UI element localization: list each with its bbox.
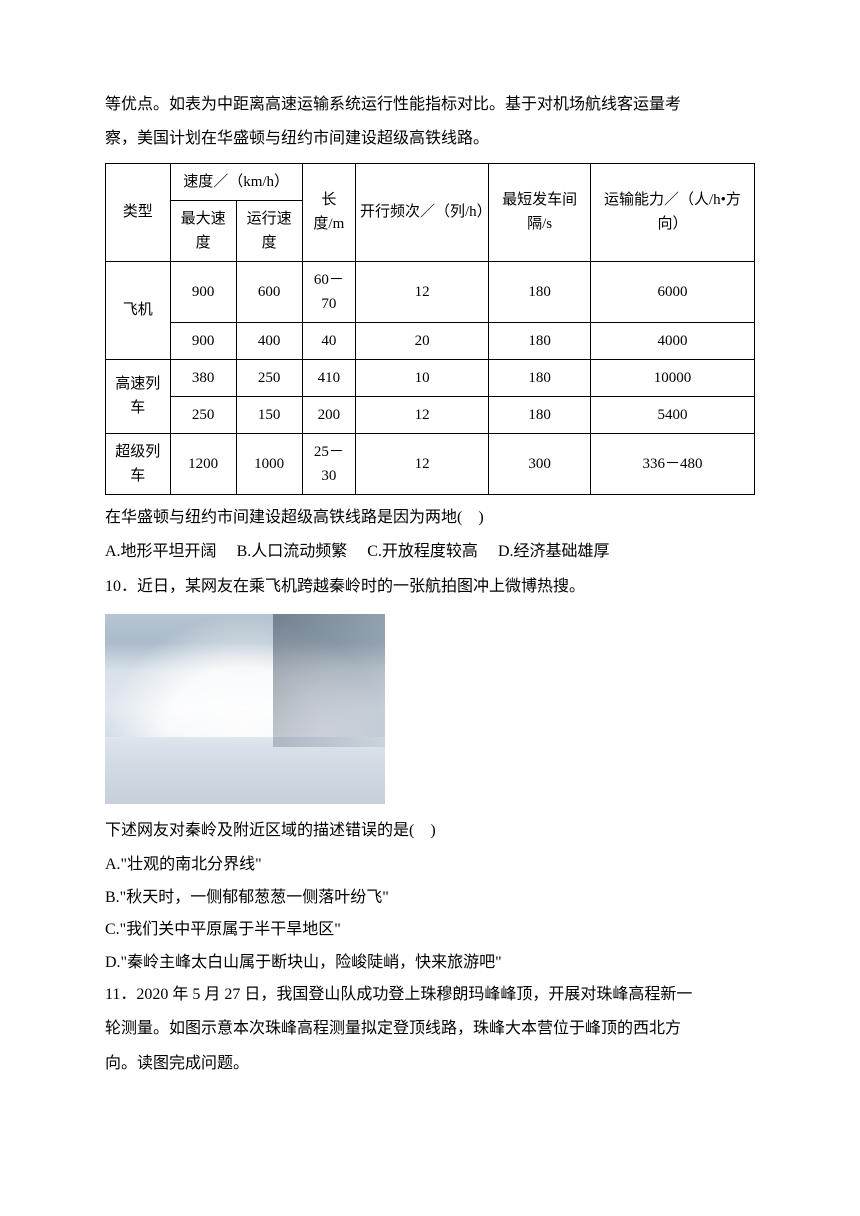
q10-opt-d: D."秦岭主峰太白山属于断块山，险峻陡峭，快来旅游吧" — [105, 948, 755, 978]
th-capacity: 运输能力／（人/h•方向） — [590, 163, 754, 261]
cell: 12 — [356, 433, 489, 494]
cell: 40 — [302, 322, 355, 359]
q11-line1: 11．2020 年 5 月 27 日，我国登山队成功登上珠穆朗玛峰峰顶，开展对珠… — [105, 980, 755, 1010]
cell-type: 高速列车 — [106, 359, 171, 433]
cell: 4000 — [590, 322, 754, 359]
th-freq: 开行频次／（列/h） — [356, 163, 489, 261]
qinling-aerial-photo — [105, 614, 385, 804]
cell-type: 飞机 — [106, 261, 171, 359]
q10-opt-a: A."壮观的南北分界线" — [105, 850, 755, 880]
cell: 410 — [302, 359, 355, 396]
cell: 180 — [489, 359, 591, 396]
cell: 250 — [236, 359, 302, 396]
q10-opt-c: C."我们关中平原属于半干旱地区" — [105, 915, 755, 945]
th-max-speed: 最大速度 — [170, 200, 236, 261]
th-run-speed: 运行速度 — [236, 200, 302, 261]
th-interval: 最短发车间隔/s — [489, 163, 591, 261]
q10-opt-b: B."秋天时，一侧郁郁葱葱一侧落叶纷飞" — [105, 883, 755, 913]
cell: 10 — [356, 359, 489, 396]
cell: 400 — [236, 322, 302, 359]
table-header-row1: 类型 速度／（km/h） 长度/m 开行频次／（列/h） 最短发车间隔/s 运输… — [106, 163, 755, 200]
cell: 20 — [356, 322, 489, 359]
q9-opt-c: C.开放程度较高 — [367, 537, 478, 567]
th-length: 长度/m — [302, 163, 355, 261]
q9-stem: 在华盛顿与纽约市间建设超级高铁线路是因为两地( ) — [105, 503, 755, 533]
cell: 180 — [489, 396, 591, 433]
cell: 1000 — [236, 433, 302, 494]
table-row: 250 150 200 12 180 5400 — [106, 396, 755, 433]
table-row: 900 400 40 20 180 4000 — [106, 322, 755, 359]
cell: 5400 — [590, 396, 754, 433]
cell: 12 — [356, 396, 489, 433]
cell: 6000 — [590, 261, 754, 322]
q10-options: A."壮观的南北分界线" B."秋天时，一侧郁郁葱葱一侧落叶纷飞" C."我们关… — [105, 850, 755, 978]
q9-options: A.地形平坦开阔 B.人口流动频繁 C.开放程度较高 D.经济基础雄厚 — [105, 537, 755, 567]
cell: 12 — [356, 261, 489, 322]
cell: 180 — [489, 322, 591, 359]
cell-type: 超级列车 — [106, 433, 171, 494]
q9-opt-d: D.经济基础雄厚 — [498, 537, 610, 567]
cell: 900 — [170, 261, 236, 322]
th-speed: 速度／（km/h） — [170, 163, 302, 200]
q9-opt-b: B.人口流动频繁 — [237, 537, 348, 567]
cell: 150 — [236, 396, 302, 433]
cell: 200 — [302, 396, 355, 433]
cell: 380 — [170, 359, 236, 396]
cell: 10000 — [590, 359, 754, 396]
cell: 250 — [170, 396, 236, 433]
cell: 180 — [489, 261, 591, 322]
q11-line2: 轮测量。如图示意本次珠峰高程测量拟定登顶线路，珠峰大本营位于峰顶的西北方 — [105, 1014, 755, 1044]
transport-table: 类型 速度／（km/h） 长度/m 开行频次／（列/h） 最短发车间隔/s 运输… — [105, 163, 755, 495]
cell: 300 — [489, 433, 591, 494]
cell: 336－480 — [590, 433, 754, 494]
cell: 60－70 — [302, 261, 355, 322]
cell: 900 — [170, 322, 236, 359]
table-row: 高速列车 380 250 410 10 180 10000 — [106, 359, 755, 396]
q9-opt-a: A.地形平坦开阔 — [105, 537, 217, 567]
th-type: 类型 — [106, 163, 171, 261]
q10-stem: 10．近日，某网友在乘飞机跨越秦岭时的一张航拍图冲上微博热搜。 — [105, 572, 755, 602]
intro-line1: 等优点。如表为中距离高速运输系统运行性能指标对比。基于对机场航线客运量考 — [105, 90, 755, 120]
cell: 25－30 — [302, 433, 355, 494]
q11-line3: 向。读图完成问题。 — [105, 1049, 755, 1079]
cell: 600 — [236, 261, 302, 322]
table-row: 飞机 900 600 60－70 12 180 6000 — [106, 261, 755, 322]
cell: 1200 — [170, 433, 236, 494]
intro-line2: 察，美国计划在华盛顿与纽约市间建设超级高铁线路。 — [105, 124, 755, 154]
table-row: 超级列车 1200 1000 25－30 12 300 336－480 — [106, 433, 755, 494]
q10-sub: 下述网友对秦岭及附近区域的描述错误的是( ) — [105, 816, 755, 846]
